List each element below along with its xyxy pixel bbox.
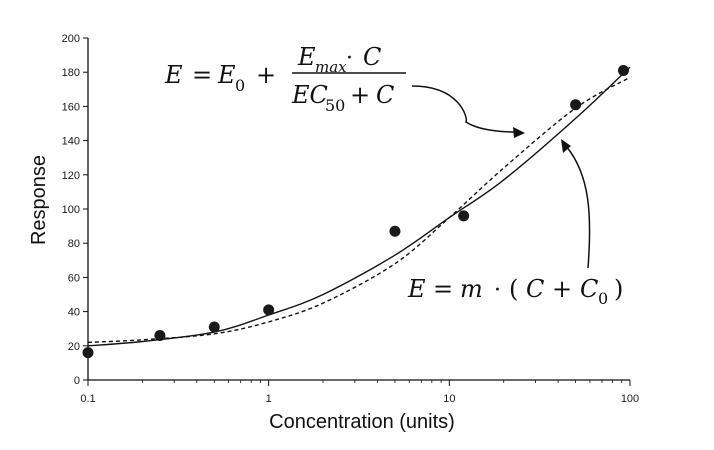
axes: 0 20 40 60 80 100 120 140 160 180 200 0.1 1 10 100 xyxy=(62,33,640,405)
data-point xyxy=(82,347,94,359)
fit-curves xyxy=(87,66,631,347)
data-point xyxy=(570,99,582,111)
x-tick-label: 10 xyxy=(443,393,455,405)
svg-text:E: E xyxy=(407,275,426,303)
svg-text:): ) xyxy=(614,275,623,303)
svg-text:0: 0 xyxy=(598,289,608,308)
y-tick-label: 180 xyxy=(62,67,80,79)
y-tick-label: 120 xyxy=(62,170,80,182)
data-point xyxy=(617,64,629,76)
y-tick-label: 140 xyxy=(62,136,80,148)
svg-text:+: + xyxy=(552,275,572,303)
solid-fit-curve xyxy=(87,66,631,347)
y-tick-label: 160 xyxy=(62,101,80,113)
svg-text:C: C xyxy=(376,81,394,109)
equation-emax: E = E 0 + E max · C EC 50 + C xyxy=(164,43,406,115)
y-tick-label: 0 xyxy=(74,375,80,387)
data-point xyxy=(458,210,470,222)
svg-text:+: + xyxy=(350,81,370,109)
svg-text:=: = xyxy=(192,61,212,89)
y-tick-label: 200 xyxy=(62,33,80,45)
svg-text:·: · xyxy=(346,46,353,71)
dashed-fit-curve xyxy=(87,76,631,344)
svg-text:50: 50 xyxy=(325,96,345,115)
arrow-to-dashed-curve xyxy=(411,85,525,138)
y-tick-label: 100 xyxy=(62,204,80,216)
svg-text:EC: EC xyxy=(291,81,328,109)
svg-text:·: · xyxy=(494,278,501,303)
y-tick-label: 60 xyxy=(68,272,80,284)
svg-text:+: + xyxy=(256,61,276,89)
x-axis-label: Concentration (units) xyxy=(269,411,455,433)
arrow-to-solid-curve xyxy=(561,139,591,269)
svg-text:max: max xyxy=(315,58,347,76)
svg-text:(: ( xyxy=(509,275,518,303)
svg-text:0: 0 xyxy=(235,76,245,95)
svg-text:E: E xyxy=(297,43,316,71)
svg-text:C: C xyxy=(363,43,381,71)
y-axis-label: Response xyxy=(28,155,50,245)
data-point xyxy=(389,225,401,237)
svg-text:m: m xyxy=(460,275,483,303)
x-tick-label: 1 xyxy=(266,393,272,405)
y-tick-label: 40 xyxy=(68,307,80,319)
x-tick-label: 100 xyxy=(621,393,639,405)
y-tick-label: 20 xyxy=(68,341,80,353)
data-point xyxy=(208,321,220,333)
svg-text:C: C xyxy=(526,275,544,303)
data-points xyxy=(82,64,629,359)
svg-text:=: = xyxy=(433,275,453,303)
svg-text:E: E xyxy=(164,61,183,89)
y-tick-label: 80 xyxy=(68,238,80,250)
x-tick-label: 0.1 xyxy=(80,393,95,405)
svg-text:E: E xyxy=(217,61,236,89)
equation-linear: E = m · ( C + C 0 ) xyxy=(407,275,623,308)
data-point xyxy=(154,330,166,342)
svg-text:C: C xyxy=(580,275,598,303)
data-point xyxy=(263,304,275,316)
